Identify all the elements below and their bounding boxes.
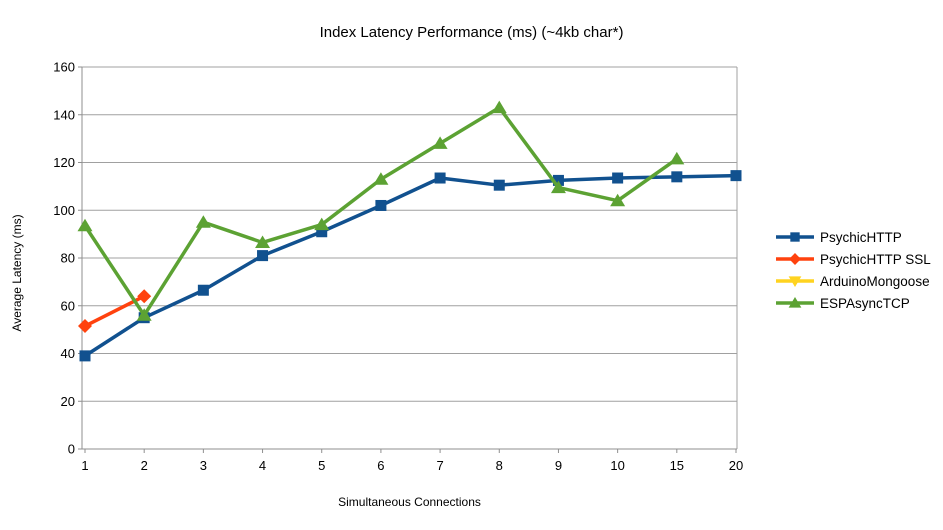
- legend-item-arduinomongoose: ArduinoMongoose: [775, 270, 931, 292]
- series-line-psychichttp: [83, 173, 738, 358]
- y-tick-label: 80: [61, 251, 75, 266]
- data-point-psychichttp: [493, 179, 505, 191]
- legend-marker: [789, 253, 801, 265]
- x-tick-label: 1: [81, 458, 88, 473]
- data-point-psychichttp: [434, 172, 446, 184]
- data-point-psychichttp: [79, 350, 91, 362]
- data-point-psychichttp: [316, 226, 328, 238]
- x-tick-label: 2: [141, 458, 148, 473]
- data-point-psychichttp: [257, 250, 269, 262]
- data-point-espasynctcp: [373, 172, 389, 185]
- x-tick-label: 3: [200, 458, 207, 473]
- legend-item-label: PsychicHTTP SSL: [820, 251, 931, 267]
- psychichttp-marker-icon: [776, 232, 814, 242]
- data-point-espasynctcp: [195, 215, 211, 228]
- x-tick-label: 15: [670, 458, 684, 473]
- data-point-psychichttp-ssl: [78, 319, 92, 334]
- data-point-espasynctcp: [550, 180, 566, 194]
- data-point-psychichttp: [197, 284, 209, 296]
- legend: PsychicHTTP PsychicHTTP SSL ArduinoMongoos…: [775, 226, 931, 314]
- x-tick-label: 7: [436, 458, 443, 473]
- legend-marker: [790, 232, 800, 242]
- data-point-espasynctcp: [77, 218, 93, 232]
- data-point-psychichttp: [671, 171, 683, 183]
- data-point-espasynctcp: [255, 235, 271, 248]
- data-point-espasynctcp: [491, 100, 507, 114]
- x-tick-label: 8: [496, 458, 503, 473]
- y-tick-label: 20: [61, 394, 75, 409]
- legend-item-label: ArduinoMongoose: [820, 273, 930, 289]
- x-tick-label: 20: [729, 458, 743, 473]
- legend-item-espasynctcp: ESPAsyncTCP: [775, 292, 931, 314]
- x-axis-title: Simultaneous Connections: [338, 495, 481, 509]
- legend-item-label: PsychicHTTP: [820, 229, 902, 245]
- y-tick-label: 40: [61, 346, 75, 361]
- y-tick-label: 100: [53, 203, 75, 218]
- psychichttp-ssl-marker-icon: [776, 253, 814, 265]
- data-point-psychichttp: [552, 174, 564, 186]
- legend-item-label: ESPAsyncTCP: [820, 295, 910, 311]
- data-point-psychichttp-ssl: [137, 289, 152, 304]
- data-point-psychichttp: [375, 199, 387, 211]
- espasynctcp-marker-icon: [776, 297, 814, 308]
- y-tick-label: 120: [53, 155, 75, 170]
- legend-item-psychichttp: PsychicHTTP: [775, 226, 931, 248]
- y-tick-label: 60: [61, 298, 75, 313]
- legend-marker: [788, 276, 802, 287]
- data-point-espasynctcp: [669, 151, 685, 165]
- arduinomongoose-marker-icon: [776, 276, 814, 287]
- y-tick-label: 140: [53, 107, 75, 122]
- x-tick-label: 9: [555, 458, 562, 473]
- chart-title: Index Latency Performance (ms) (~4kb cha…: [319, 24, 624, 41]
- series-line-espasynctcp: [83, 105, 679, 318]
- legend-item-psychichttp-ssl: PsychicHTTP SSL: [775, 248, 931, 270]
- data-point-psychichttp: [730, 170, 742, 182]
- y-tick-label: 160: [53, 60, 75, 75]
- x-tick-label: 10: [610, 458, 624, 473]
- data-point-espasynctcp: [136, 308, 152, 321]
- data-point-espasynctcp: [432, 136, 448, 149]
- y-tick-label: 0: [68, 442, 75, 457]
- legend-marker: [788, 297, 802, 308]
- data-point-espasynctcp: [610, 193, 626, 207]
- x-tick-label: 5: [318, 458, 325, 473]
- y-axis-title: Average Latency (ms): [10, 214, 24, 332]
- x-tick-label: 4: [259, 458, 266, 473]
- data-point-psychichttp: [612, 172, 624, 184]
- data-point-espasynctcp: [314, 217, 330, 231]
- x-tick-label: 6: [377, 458, 384, 473]
